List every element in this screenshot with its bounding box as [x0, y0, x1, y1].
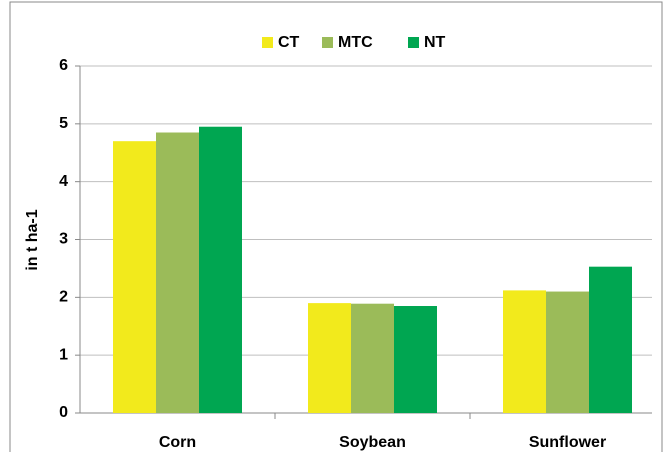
bar [308, 303, 351, 413]
bar [546, 291, 589, 413]
y-tick-label: 4 [59, 173, 68, 190]
legend-label: CT [278, 34, 300, 51]
bar [199, 126, 242, 413]
bar [351, 303, 394, 413]
y-axis-label: in t ha-1 [24, 209, 41, 270]
bar [113, 141, 156, 413]
y-tick-label: 1 [59, 346, 68, 363]
bar [394, 306, 437, 413]
y-tick-label: 0 [59, 404, 68, 421]
legend-label: MTC [338, 34, 373, 51]
y-tick-label: 3 [59, 231, 68, 248]
y-tick-label: 2 [59, 289, 68, 306]
legend-swatch [262, 37, 273, 48]
bar [503, 290, 546, 413]
x-tick-label: Soybean [339, 434, 406, 451]
x-tick-label: Corn [159, 434, 196, 451]
y-tick-label: 6 [59, 57, 68, 74]
legend-label: NT [424, 34, 446, 51]
legend-swatch [322, 37, 333, 48]
legend-swatch [408, 37, 419, 48]
x-tick-label: Sunflower [529, 434, 606, 451]
y-tick-label: 5 [59, 115, 68, 132]
bar [589, 266, 632, 413]
bar [156, 132, 199, 413]
